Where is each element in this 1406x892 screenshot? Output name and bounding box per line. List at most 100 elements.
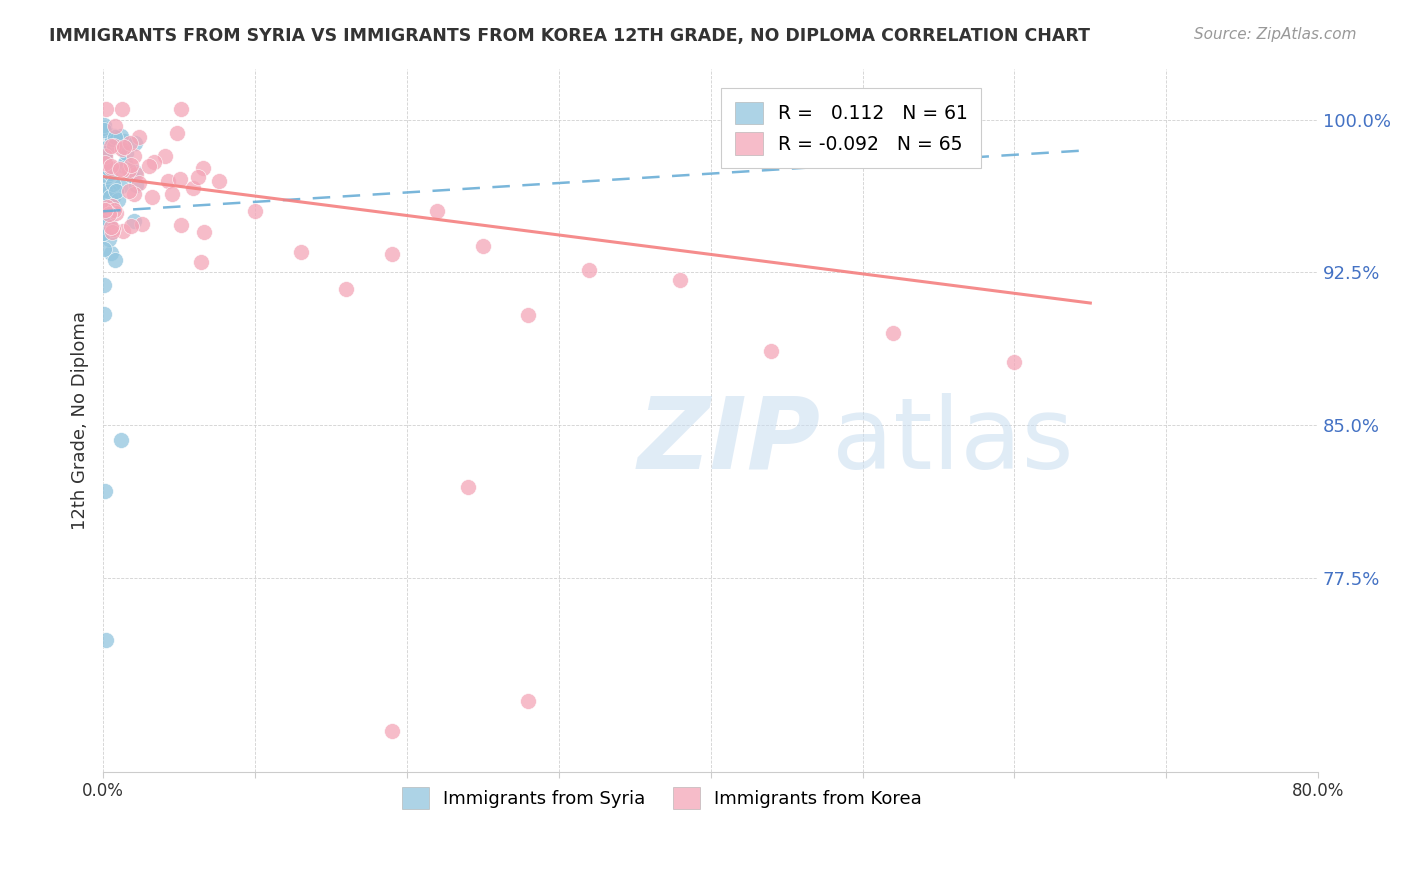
- Point: [131, 218, 153, 232]
- Point: [141, 190, 163, 204]
- Text: Source: ZipAtlas.com: Source: ZipAtlas.com: [1194, 27, 1357, 42]
- Point: [93, 307, 115, 321]
- Point: [94, 172, 117, 186]
- Point: [96, 169, 118, 184]
- Point: [97, 232, 120, 246]
- Point: [181, 180, 204, 194]
- Point: [170, 219, 193, 233]
- Point: [193, 225, 215, 239]
- Point: [101, 177, 124, 191]
- Point: [191, 161, 214, 175]
- Point: [94, 146, 117, 161]
- Point: [125, 178, 148, 192]
- Point: [112, 159, 135, 173]
- Point: [111, 163, 134, 178]
- Point: [93, 141, 115, 155]
- Point: [96, 207, 118, 221]
- Point: [381, 247, 404, 261]
- Point: [101, 132, 124, 146]
- Point: [335, 282, 357, 296]
- Point: [93, 202, 115, 217]
- Point: [187, 169, 209, 184]
- Point: [93, 120, 115, 135]
- Point: [93, 122, 115, 136]
- Point: [100, 219, 122, 234]
- Point: [208, 174, 231, 188]
- Point: [457, 479, 479, 493]
- Point: [108, 161, 131, 176]
- Point: [94, 151, 117, 165]
- Point: [96, 200, 118, 214]
- Point: [125, 167, 148, 181]
- Point: [471, 239, 494, 253]
- Point: [120, 136, 142, 150]
- Point: [122, 186, 145, 201]
- Point: [110, 128, 132, 143]
- Point: [100, 159, 122, 173]
- Y-axis label: 12th Grade, No Diploma: 12th Grade, No Diploma: [72, 310, 89, 530]
- Point: [124, 136, 146, 150]
- Point: [517, 308, 540, 322]
- Point: [124, 165, 146, 179]
- Point: [93, 146, 115, 161]
- Point: [101, 225, 124, 239]
- Point: [94, 211, 117, 225]
- Point: [93, 209, 115, 223]
- Point: [882, 326, 904, 341]
- Legend: Immigrants from Syria, Immigrants from Korea: Immigrants from Syria, Immigrants from K…: [395, 780, 929, 816]
- Text: atlas: atlas: [832, 392, 1074, 490]
- Point: [114, 156, 136, 170]
- Point: [96, 213, 118, 227]
- Point: [97, 166, 120, 180]
- Point: [101, 190, 124, 204]
- Point: [91, 220, 114, 235]
- Point: [381, 724, 404, 739]
- Point: [110, 433, 132, 447]
- Point: [101, 199, 124, 213]
- Point: [93, 278, 115, 293]
- Point: [101, 222, 124, 236]
- Point: [160, 186, 183, 201]
- Point: [97, 215, 120, 229]
- Point: [94, 103, 117, 117]
- Point: [157, 173, 180, 187]
- Point: [93, 226, 115, 240]
- Point: [100, 197, 122, 211]
- Text: IMMIGRANTS FROM SYRIA VS IMMIGRANTS FROM KOREA 12TH GRADE, NO DIPLOMA CORRELATIO: IMMIGRANTS FROM SYRIA VS IMMIGRANTS FROM…: [49, 27, 1090, 45]
- Point: [112, 140, 135, 154]
- Point: [112, 224, 135, 238]
- Point: [93, 203, 115, 218]
- Point: [122, 149, 145, 163]
- Point: [170, 103, 193, 117]
- Point: [93, 483, 115, 498]
- Point: [98, 166, 121, 180]
- Point: [104, 205, 127, 219]
- Point: [517, 694, 540, 708]
- Point: [98, 190, 121, 204]
- Point: [110, 178, 132, 193]
- Point: [97, 184, 120, 198]
- Point: [103, 138, 125, 153]
- Point: [761, 343, 783, 358]
- Point: [93, 148, 115, 162]
- Point: [115, 145, 138, 160]
- Point: [94, 183, 117, 197]
- Point: [120, 168, 142, 182]
- Point: [96, 632, 118, 647]
- Point: [166, 126, 188, 140]
- Point: [120, 219, 142, 233]
- Point: [138, 160, 160, 174]
- Point: [190, 255, 212, 269]
- Point: [169, 171, 191, 186]
- Point: [153, 148, 176, 162]
- Point: [100, 245, 122, 260]
- Point: [93, 118, 115, 132]
- Point: [104, 130, 127, 145]
- Point: [94, 125, 117, 139]
- Point: [107, 193, 129, 207]
- Point: [118, 162, 141, 177]
- Point: [128, 177, 150, 191]
- Point: [100, 139, 122, 153]
- Point: [104, 119, 127, 133]
- Point: [118, 184, 141, 198]
